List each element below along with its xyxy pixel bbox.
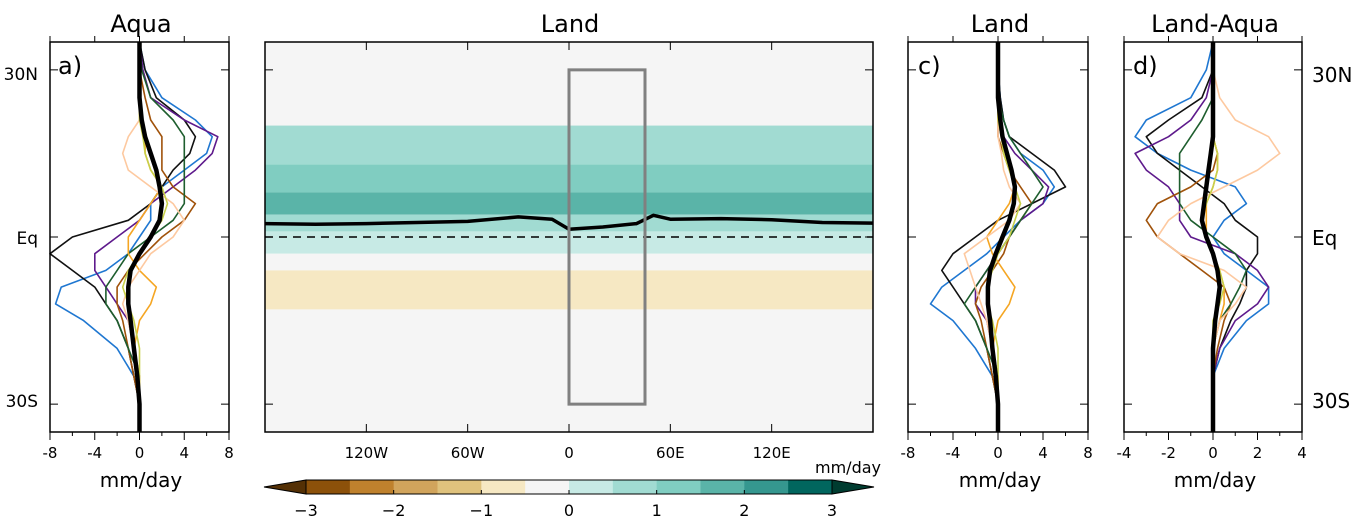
colorbar-segment bbox=[525, 480, 570, 494]
xtick-label: 0 bbox=[993, 444, 1003, 462]
panel-a-plot: -8 -4 0 4 8 bbox=[43, 36, 234, 462]
series-line-mean bbox=[985, 42, 1018, 432]
colorbar-extend-low bbox=[263, 479, 307, 495]
colorbar-tick-label: 1 bbox=[652, 501, 662, 520]
colorbar-segment bbox=[656, 480, 701, 494]
series-line-0 bbox=[1134, 41, 1270, 432]
panel-a-title: Aqua bbox=[110, 10, 171, 38]
colorbar-tick-label: −3 bbox=[294, 501, 318, 520]
ytick-eq-right: Eq bbox=[1312, 226, 1337, 250]
xtick-label: 60E bbox=[656, 444, 685, 462]
colorbar-tick-label: 2 bbox=[739, 501, 749, 520]
panel-a-xlabel: mm/day bbox=[100, 468, 183, 492]
itcz-line bbox=[264, 213, 874, 231]
colorbar-segment bbox=[349, 480, 395, 494]
colorbar-tick-label: −2 bbox=[382, 501, 406, 520]
series-line-1 bbox=[1145, 42, 1259, 432]
xtick-label: -4 bbox=[946, 444, 961, 462]
xtick-label: 4 bbox=[179, 444, 189, 462]
colorbar-segment bbox=[393, 480, 438, 494]
ytick-30s-left: 30S bbox=[6, 392, 38, 412]
xtick-label: 2 bbox=[1253, 444, 1263, 462]
panel-c-label: c) bbox=[918, 52, 941, 80]
ytick-30n-right: 30N bbox=[1312, 63, 1352, 87]
xtick-label: -4 bbox=[1117, 444, 1132, 462]
colorbar-tick-label: −1 bbox=[470, 501, 494, 520]
xtick-label: 120W bbox=[345, 444, 389, 462]
panel-b-plot: 120W 60W 0 60E 120E bbox=[264, 41, 874, 462]
colorbar-segment bbox=[744, 480, 789, 494]
colorbar-unit: mm/day bbox=[815, 458, 881, 477]
xtick-label: -8 bbox=[43, 444, 58, 462]
xtick-label: -2 bbox=[1161, 444, 1176, 462]
series-line-mean bbox=[126, 42, 165, 432]
ytick-eq-left: Eq bbox=[16, 229, 38, 249]
series-line-2 bbox=[1134, 42, 1270, 432]
xtick-label: 4 bbox=[1297, 444, 1307, 462]
plots-layer: -8 -4 0 4 8 -8 -4 0 4 8 -4 -2 0 2 4 120W 60W 0 60E 120E −3 −2… bbox=[43, 36, 1307, 520]
land-box bbox=[567, 68, 647, 406]
series-line-4 bbox=[963, 42, 1044, 432]
xtick-label: 8 bbox=[224, 444, 234, 462]
xtick-label: 0 bbox=[564, 444, 574, 462]
colorbar-segment bbox=[788, 480, 833, 494]
colorbar: −3 −2 −1 0 1 2 3 bbox=[263, 479, 875, 520]
series-line-2 bbox=[94, 41, 219, 432]
panel-c-xlabel: mm/day bbox=[959, 468, 1042, 492]
panel-d-label: d) bbox=[1133, 52, 1158, 80]
panel-d-xlabel: mm/day bbox=[1174, 468, 1257, 492]
colorbar-segment bbox=[481, 480, 526, 494]
colorbar-segment bbox=[437, 480, 482, 494]
panel-a-label: a) bbox=[58, 52, 82, 80]
xtick-label: 0 bbox=[1208, 444, 1218, 462]
xtick-label: 0 bbox=[135, 444, 145, 462]
xtick-label: 60W bbox=[451, 444, 485, 462]
ytick-30s-right: 30S bbox=[1312, 389, 1350, 413]
colorbar-tick-label: 3 bbox=[827, 501, 837, 520]
panel-d-plot: -4 -2 0 2 4 bbox=[1117, 36, 1307, 462]
colorbar-segment bbox=[306, 480, 351, 494]
panel-d-title: Land-Aqua bbox=[1151, 10, 1279, 38]
ytick-30n-left: 30N bbox=[4, 65, 38, 85]
colorbar-segment bbox=[700, 480, 745, 494]
colorbar-segment bbox=[612, 480, 658, 494]
colorbar-tick-label: 0 bbox=[564, 501, 574, 520]
series-line-4 bbox=[105, 41, 186, 432]
colorbar-extend-high bbox=[831, 479, 875, 495]
panel-c-title: Land bbox=[971, 10, 1030, 38]
series-line-3 bbox=[116, 42, 197, 432]
colorbar-segment bbox=[569, 480, 614, 494]
xtick-label: 120E bbox=[753, 444, 791, 462]
xtick-label: 4 bbox=[1038, 444, 1048, 462]
panel-b-title: Land bbox=[541, 10, 600, 38]
xtick-label: 8 bbox=[1083, 444, 1093, 462]
series-line-mean bbox=[1199, 42, 1222, 432]
series-line-3 bbox=[1145, 42, 1232, 432]
xtick-label: -4 bbox=[87, 444, 102, 462]
series-line-0 bbox=[54, 41, 213, 432]
series-line-6 bbox=[1156, 42, 1281, 432]
xtick-label: -8 bbox=[901, 444, 916, 462]
panel-c-plot: -8 -4 0 4 8 bbox=[901, 36, 1093, 462]
